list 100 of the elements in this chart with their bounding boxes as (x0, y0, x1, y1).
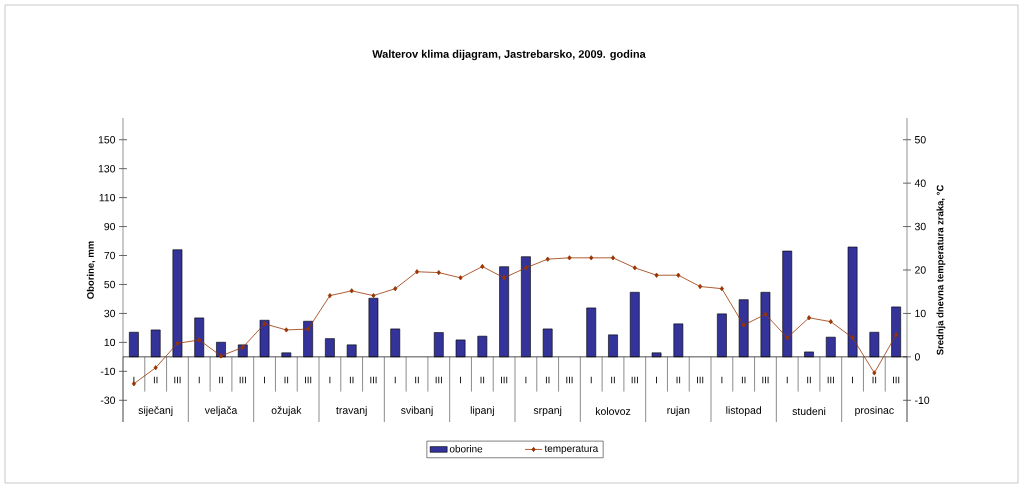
annotation: travanj (336, 406, 367, 417)
y-tick-label: 70 (104, 251, 116, 260)
legend-label: oborine (449, 445, 483, 453)
x-tick-label: I (656, 376, 657, 384)
y-tick-label: 10 (104, 338, 116, 347)
x-tick-label: II (415, 376, 419, 384)
annotation: prosinac (855, 406, 894, 417)
x-tick-label: I (133, 376, 135, 384)
legend-label: temperatura (544, 445, 599, 454)
x-tick-label: I (852, 376, 853, 384)
x-tick-label: I (786, 376, 788, 384)
y-tick-label: 150 (98, 136, 116, 144)
x-tick-label: III (239, 376, 246, 384)
y2-tick-label: 0 (914, 353, 920, 361)
point (872, 370, 877, 376)
x-tick-label: III (435, 376, 442, 384)
y-tick-label: 130 (98, 164, 116, 173)
x-tick-label: III (370, 376, 377, 384)
y-tick-label: -10 (100, 367, 116, 376)
point (785, 335, 790, 341)
x-tick-label: II (219, 376, 223, 384)
x-tick-label: I (525, 376, 527, 384)
x-tick-label: I (264, 376, 265, 384)
point (676, 272, 681, 278)
point (632, 265, 637, 271)
x-tick-label: II (349, 376, 354, 384)
point (371, 293, 376, 299)
annotation: kolovoz (595, 407, 631, 415)
point (414, 269, 420, 275)
annotation: rujan (667, 406, 690, 417)
point (698, 283, 703, 290)
y2-axis-title: Srednja dnevna temperatura zraka, °C (936, 185, 946, 355)
x-tick-label: I (721, 376, 723, 384)
y2-tick-label: 50 (914, 136, 926, 144)
y-tick-label: 30 (104, 309, 116, 318)
point (502, 275, 507, 281)
chart-title: Walterov klima dijagram, Jastrebarsko, 2009. godina (372, 49, 646, 61)
y2-tick-label: 40 (914, 179, 926, 187)
point (806, 315, 812, 321)
point (523, 265, 528, 271)
point (610, 255, 616, 261)
point (894, 332, 899, 338)
point (828, 319, 833, 325)
annotation: svibanj (401, 406, 433, 417)
point (393, 286, 398, 292)
point (306, 326, 311, 332)
point (240, 344, 245, 350)
x-tick-label: III (174, 376, 181, 384)
point (654, 272, 659, 278)
x-tick-label: II (807, 376, 811, 384)
y2-tick-label: 10 (915, 309, 926, 318)
y-tick-label: 90 (104, 222, 116, 231)
annotation: ožujak (271, 406, 302, 417)
point (567, 255, 572, 261)
point (763, 311, 768, 317)
annotation: siječanj (138, 406, 173, 417)
annotation: lipanj (470, 406, 494, 417)
x-tick-label: I (329, 376, 331, 384)
x-tick-label: III (697, 376, 704, 384)
point (480, 263, 485, 270)
x-tick-label: II (480, 376, 485, 384)
x-tick-label: III (893, 376, 900, 384)
y2-tick-label: 20 (915, 266, 926, 274)
y-tick-label: -30 (100, 396, 116, 404)
x-tick-label: II (153, 376, 158, 384)
y2-tick-label: -10 (914, 396, 930, 404)
point (175, 340, 180, 346)
x-tick-label: I (198, 376, 200, 384)
point (218, 353, 224, 359)
x-tick-label: I (460, 376, 461, 384)
x-tick-label: III (566, 376, 573, 384)
point (349, 288, 354, 294)
x-tick-label: II (284, 376, 289, 384)
x-tick-label: III (305, 376, 312, 384)
x-tick-label: III (631, 376, 638, 384)
x-tick-label: II (611, 376, 615, 384)
point (197, 337, 202, 343)
point (719, 286, 724, 292)
point (458, 275, 463, 281)
point (741, 322, 746, 328)
y-tick-label: 50 (104, 280, 116, 289)
annotation: veljača (204, 406, 238, 417)
x-tick-label: I (590, 376, 592, 384)
y2-tick-label: 30 (914, 222, 926, 231)
point (153, 365, 158, 371)
x-tick-label: II (872, 376, 877, 384)
point (850, 335, 855, 341)
annotation: listopad (726, 406, 762, 417)
x-tick-label: II (741, 376, 746, 384)
x-tick-label: III (501, 376, 508, 384)
y-tick-label: 110 (99, 193, 116, 202)
x-tick-label: III (827, 376, 834, 384)
x-tick-label: I (394, 376, 396, 384)
point (262, 321, 267, 327)
x-tick-label: III (762, 376, 769, 384)
x-tick-label: II (545, 376, 550, 384)
point (436, 270, 441, 276)
annotation: srpanj (533, 406, 562, 417)
x-tick-label: II (676, 376, 681, 384)
point (545, 256, 550, 262)
